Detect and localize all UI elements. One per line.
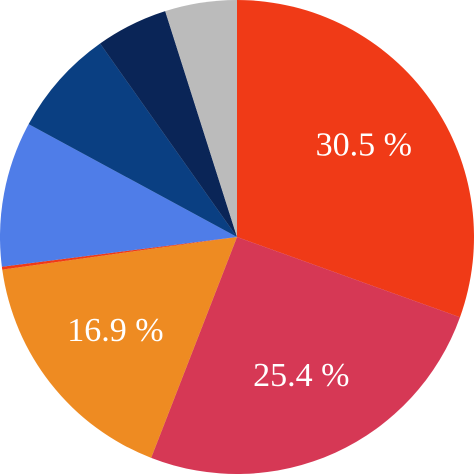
pie-slice xyxy=(0,124,237,267)
pie-slice xyxy=(28,43,237,237)
pie-slice xyxy=(151,237,460,474)
slice-label: 30.5 % xyxy=(316,127,412,164)
slice-label: 16.9 % xyxy=(67,312,163,349)
pie-slice xyxy=(237,0,474,318)
slice-label: 25.4 % xyxy=(253,357,349,394)
pie-slice xyxy=(2,237,238,458)
pie-slice xyxy=(1,237,237,270)
pie-slice xyxy=(100,11,238,238)
pie-slice xyxy=(165,0,237,237)
